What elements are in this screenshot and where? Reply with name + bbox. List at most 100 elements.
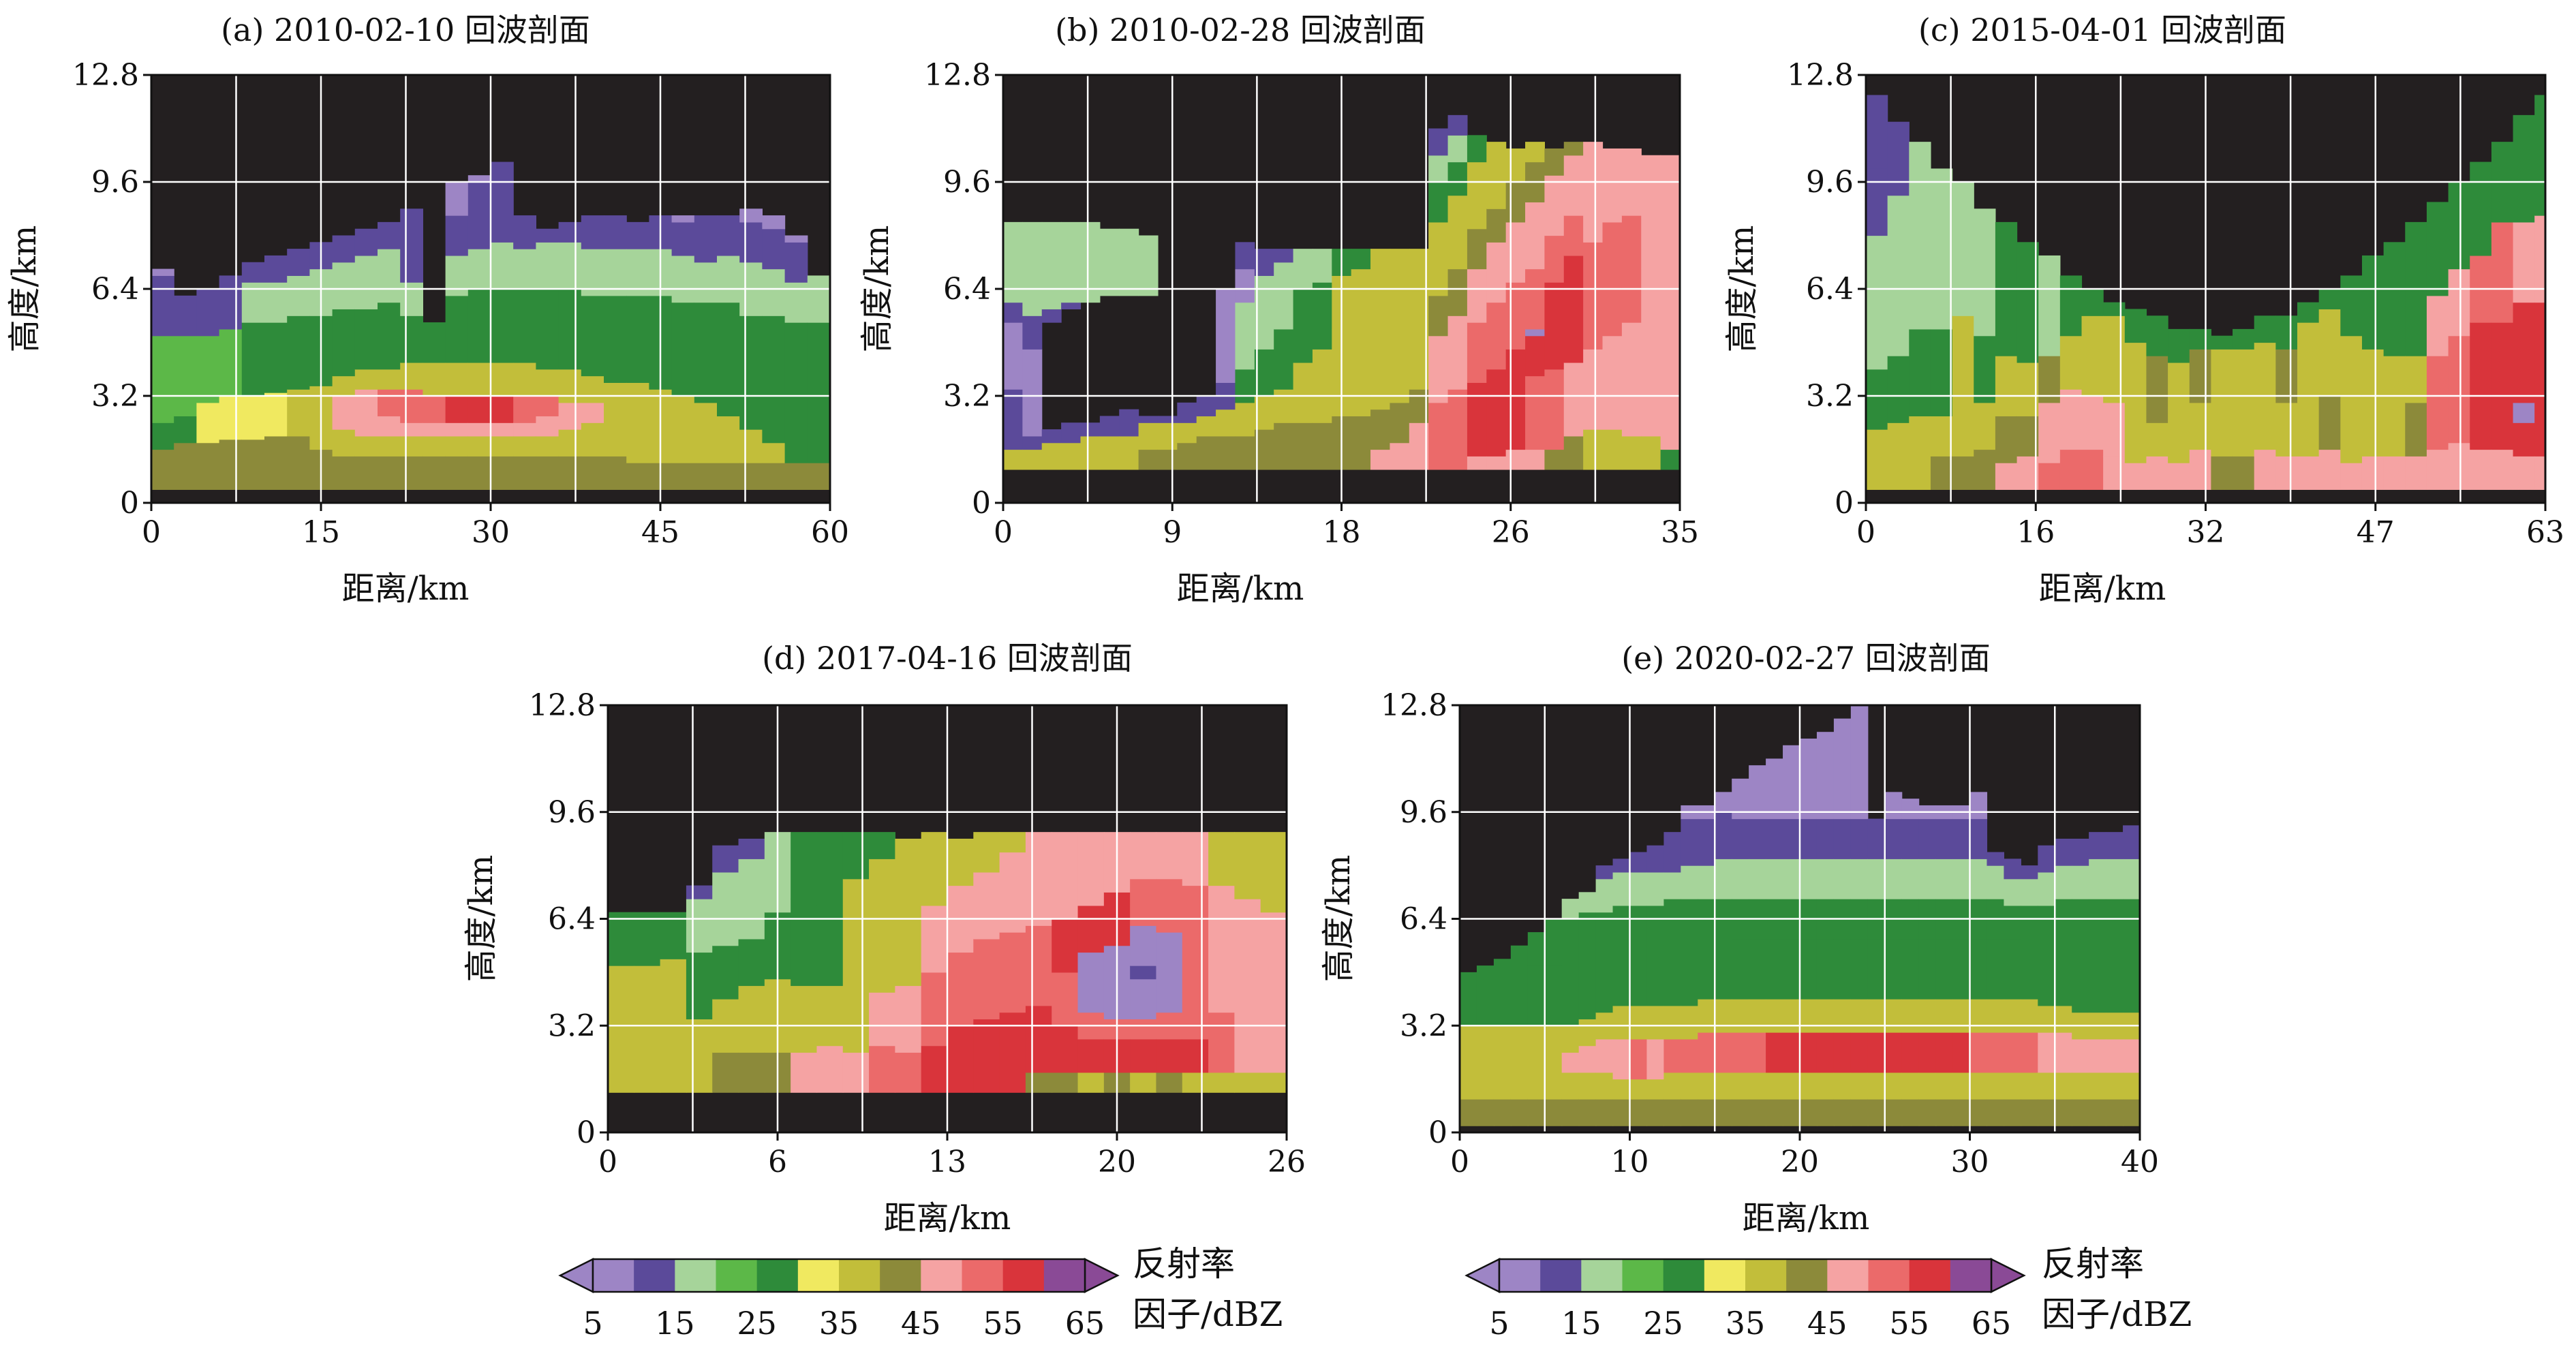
panel-d-cell-24-1: [1234, 1012, 1261, 1073]
panel-a-cell-11-2: [400, 422, 423, 437]
panel-e-cell-6-6: [1561, 899, 1580, 920]
panel-b-cell-30-2: [1583, 242, 1604, 350]
panel-d-cell-20-7: [1130, 832, 1157, 880]
panel-d-cell-12-4: [921, 832, 948, 853]
panel-e-cell-30-4: [1969, 938, 1988, 1000]
panel-c-cell-17-0: [2233, 456, 2255, 490]
panel-e-cell-35-5: [2055, 899, 2072, 946]
panel-e-cell-27-0: [1918, 1099, 1937, 1126]
panel-e-cell-38-7: [2106, 832, 2123, 859]
panel-c-cell-13-2: [2146, 356, 2168, 423]
panel-e-cell-38-4: [2106, 945, 2123, 1013]
panel-b-cell-23-5: [1447, 161, 1468, 196]
panel-e-cell-22-2: [1833, 1032, 1852, 1073]
panel-e-cell-16-0: [1732, 1099, 1749, 1126]
panel-d-cell-9-2: [842, 878, 870, 1000]
panel-c-cell-5-2: [1974, 335, 1996, 403]
panel-b-xlabel: 距离/km: [1177, 570, 1304, 608]
panel-a-cell-11-3: [400, 389, 423, 423]
colorbar-right: 5 15 25 35 45 55 65 反射率 因子/dBZ: [1465, 1244, 2192, 1342]
panel-b-cell-32-0: [1621, 435, 1642, 470]
panel-e-cell-13-2: [1681, 1038, 1698, 1073]
panel-d-cell-8-2: [816, 905, 844, 987]
panel-a-cell-21-4: [626, 221, 649, 249]
panel-b-xtick-label-2: 18: [1323, 515, 1361, 550]
panel-c-cell-22-0: [2340, 463, 2363, 490]
panel-e-cell-23-4: [1850, 938, 1869, 1000]
panel-c-cell-26-3: [2426, 202, 2449, 296]
panel-d-cell-17-3: [1052, 918, 1079, 973]
panel-b-cell-3-0: [1061, 442, 1082, 470]
panel-e-title: (e) 2020-02-27 回波剖面: [1621, 640, 1991, 677]
panel-c-cell-20-3: [2297, 302, 2320, 323]
panel-b-cell-23-7: [1447, 114, 1468, 136]
panel-a-cell-19-1: [581, 422, 604, 457]
panel-a-cell-13-4: [445, 362, 469, 397]
panel-e-cell-14-2: [1698, 1032, 1715, 1073]
panel-d-cell-5-4: [738, 838, 765, 859]
panel-a-cell-4-0: [241, 439, 265, 490]
panel-b-cell-9-1: [1177, 422, 1197, 444]
panel-e-cell-7-2: [1578, 1045, 1597, 1073]
panel-c-cell-21-2: [2318, 309, 2341, 397]
panel-a-cell-16-0: [513, 456, 536, 490]
panel-e-cell-21-7: [1816, 818, 1835, 859]
panel-e-cell-9-3: [1612, 1005, 1631, 1040]
panel-b-cell-20-1: [1390, 402, 1410, 444]
panel-a-cell-1-1: [174, 416, 197, 444]
panel-e-cell-0-0: [1460, 1099, 1477, 1126]
panel-a-cell-12-0: [423, 456, 446, 490]
panel-a-cell-15-4: [491, 362, 514, 397]
panel-a-cell-13-8: [445, 182, 469, 216]
panel-d-cell-7-3: [791, 832, 818, 899]
panel-a-cell-23-3: [671, 255, 695, 303]
colorbar-left-tick-3: 35: [819, 1305, 859, 1342]
panel-b-cell-25-1: [1486, 369, 1507, 457]
panel-b-cell-22-0: [1428, 402, 1449, 470]
panel-d-cell-25-1: [1260, 999, 1287, 1073]
panel-d-cell-1-1: [634, 912, 661, 966]
panel-e-cell-15-4: [1715, 945, 1732, 1000]
panel-c-title: (c) 2015-04-01 回波剖面: [1918, 12, 2286, 48]
panel-e-cell-16-1: [1732, 1072, 1749, 1100]
panel-e-cell-12-6: [1663, 871, 1681, 899]
panel-b-cell-23-1: [1447, 315, 1468, 390]
panel-c-cell-20-0: [2297, 456, 2320, 490]
panel-e-cell-24-0: [1867, 1099, 1886, 1126]
panel-e-cell-17-2: [1749, 1032, 1766, 1073]
panel-e-cell-22-7: [1833, 818, 1852, 859]
panel-c-cell-8-1: [2038, 402, 2061, 463]
colorbar-right-swatch-0: [1499, 1259, 1541, 1292]
panel-e-cell-28-4: [1935, 938, 1954, 1000]
panel-e-cell-31-6: [1987, 865, 2004, 899]
panel-e-cell-32-2: [2004, 1032, 2021, 1073]
panel-b-cell-28-4: [1544, 175, 1565, 236]
panel-a-cell-19-0: [581, 456, 604, 490]
panel-c-cell-31-0: [2534, 456, 2546, 490]
panel-c: (c) 2015-04-01 回波剖面 0 16 32 47 63 0 3.2 6.4 9.6 1…: [1723, 12, 2564, 608]
panel-b-cell-25-5: [1486, 168, 1507, 209]
panel-c-cell-24-2: [2383, 356, 2406, 417]
panel-d-cell-21-3: [1156, 932, 1183, 1013]
panel-e-cell-33-3: [2021, 999, 2038, 1033]
panel-b-cell-34-1: [1660, 289, 1681, 450]
panel-a-cell-11-6: [400, 282, 423, 316]
panel-a-cell-8-0: [332, 456, 356, 490]
panel-b-cell-3-3: [1061, 221, 1082, 303]
panel-e-cell-7-6: [1578, 892, 1597, 913]
panel-e-cell-28-6: [1935, 859, 1954, 899]
panel-a-cell-24-0: [694, 463, 718, 490]
panel-d-cell-24-2: [1234, 899, 1261, 1013]
panel-a-cell-17-4: [536, 369, 559, 397]
panel-a-cell-0-4: [151, 268, 174, 276]
panel-e-cell-8-2: [1595, 1038, 1614, 1073]
panel-b-cell-26-0: [1505, 449, 1526, 470]
panel-c-cell-10-1: [2081, 396, 2104, 450]
panel-a-cell-27-3: [762, 268, 786, 316]
panel-a-cell-29-0: [807, 463, 831, 490]
panel-c-cell-23-3: [2361, 255, 2385, 350]
panel-b-cell-10-0: [1196, 435, 1216, 470]
panel-e-cell-5-0: [1544, 1099, 1563, 1126]
panel-b-cell-18-1: [1351, 322, 1371, 417]
